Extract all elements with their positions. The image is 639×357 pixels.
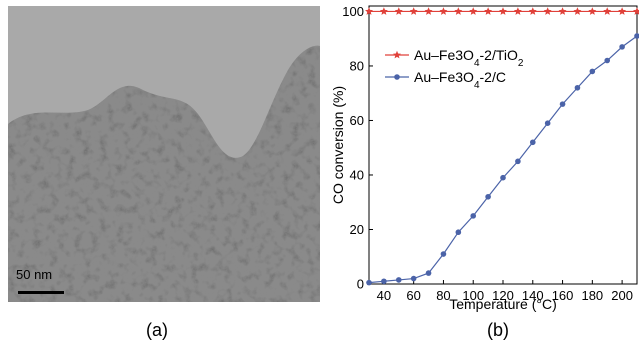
series-1 (365, 7, 639, 15)
data-point (381, 278, 387, 285)
data-point (574, 84, 581, 91)
x-tick-label: 200 (611, 288, 633, 303)
data-point (634, 33, 639, 39)
data-point (559, 101, 566, 107)
data-point (485, 193, 491, 200)
data-point (529, 139, 536, 146)
legend-entry-1: Au–Fe3O4-2/TiO2 (385, 47, 524, 69)
data-point (499, 7, 507, 15)
legend-label: Au–Fe3O4-2/C (414, 69, 506, 91)
x-axis: 40 60 80 100 120 140 160 180 200 (377, 280, 633, 303)
scale-bar-label: 50 nm (16, 267, 53, 282)
data-point (470, 213, 477, 219)
x-tick-label: 40 (377, 288, 391, 303)
data-point (513, 7, 522, 15)
x-tick-label: 160 (552, 288, 574, 303)
data-point (365, 7, 373, 15)
data-point (589, 68, 596, 75)
y-tick-label: 60 (350, 113, 364, 128)
x-tick-label: 120 (492, 288, 514, 303)
data-point (618, 7, 627, 15)
legend-entry-2: Au–Fe3O4-2/C (385, 69, 506, 91)
x-tick-label: 60 (406, 288, 420, 303)
y-tick-label: 100 (342, 4, 364, 19)
data-point (424, 7, 433, 15)
data-point (455, 229, 462, 236)
x-tick-label: 100 (462, 288, 484, 303)
x-axis-label: Temperature (°C) (449, 296, 557, 312)
series-layer (365, 7, 639, 286)
data-point (619, 44, 625, 50)
y-axis: 0 20 40 60 80 100 (342, 4, 373, 292)
tem-image (8, 6, 320, 302)
data-point (515, 158, 521, 165)
data-point (588, 7, 597, 15)
data-point (454, 7, 463, 15)
data-point (439, 7, 448, 15)
y-axis-label: CO conversion (%) (330, 86, 346, 204)
data-point (440, 251, 447, 257)
data-point (409, 7, 418, 15)
panel-a-caption: (a) (146, 320, 168, 340)
data-point (633, 7, 639, 15)
data-point (484, 7, 493, 15)
legend-marker (394, 74, 400, 80)
legend-marker (393, 50, 401, 59)
x-tick-label: 140 (522, 288, 544, 303)
y-tick-label: 0 (357, 277, 364, 292)
data-point (543, 7, 552, 15)
series-2 (366, 33, 639, 286)
data-point (528, 7, 537, 15)
data-point (425, 270, 432, 276)
legend-label: Au–Fe3O4-2/TiO2 (414, 47, 524, 69)
data-point (500, 174, 506, 181)
y-tick-label: 40 (350, 167, 364, 182)
data-point (366, 279, 372, 286)
x-tick-label: 80 (436, 288, 450, 303)
data-point (395, 277, 402, 283)
y-tick-label: 80 (350, 58, 364, 73)
co-conversion-chart: 40 60 80 100 120 140 160 180 200 0 20 40 60 80 100 Te… (330, 4, 639, 312)
data-point (394, 7, 403, 15)
panel-b-caption: (b) (487, 320, 509, 340)
y-tick-label: 20 (350, 222, 364, 237)
data-point (544, 120, 551, 126)
data-point (379, 7, 388, 15)
x-tick-label: 180 (581, 288, 603, 303)
data-point (573, 7, 582, 15)
data-point (558, 7, 567, 15)
data-point (603, 7, 612, 15)
data-point (410, 275, 417, 282)
data-point (604, 57, 611, 64)
data-point (469, 7, 478, 15)
